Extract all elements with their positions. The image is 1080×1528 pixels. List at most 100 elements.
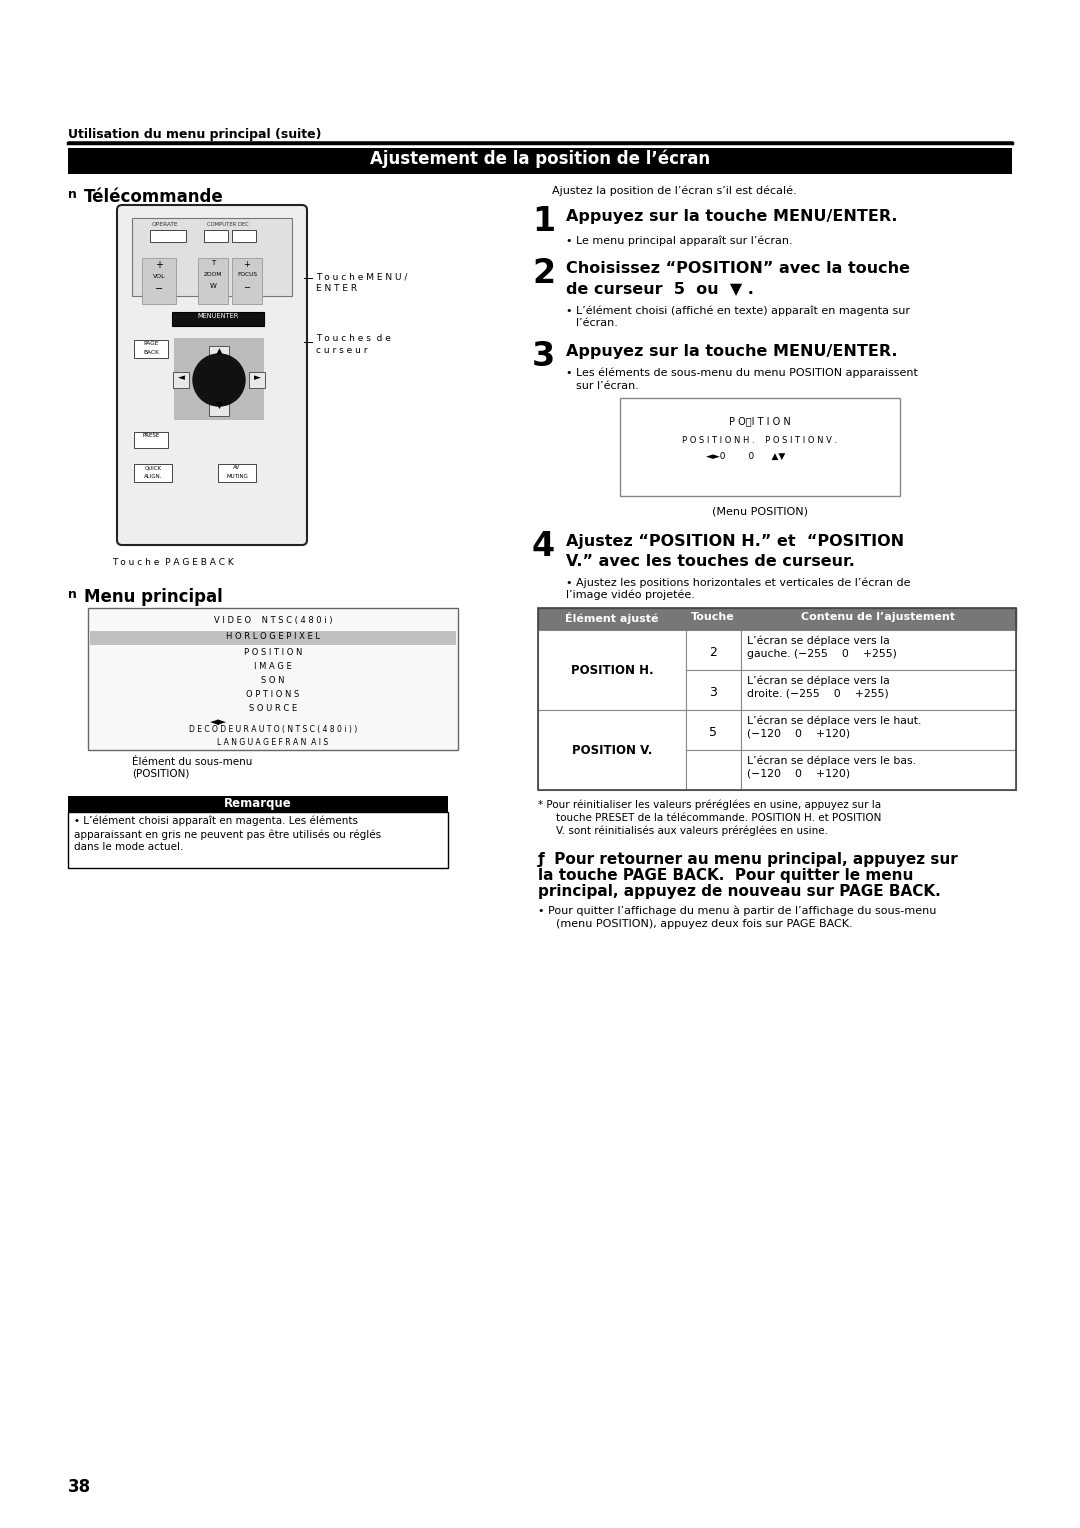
Text: * Pour réinitialiser les valeurs préréglées en usine, appuyez sur la: * Pour réinitialiser les valeurs prérégl…	[538, 801, 881, 810]
Bar	[210, 345, 229, 362]
Text: 2: 2	[710, 646, 717, 659]
Text: 38: 38	[68, 1478, 91, 1496]
Text: • Les éléments de sous-menu du menu POSITION apparaissent: • Les éléments de sous-menu du menu POSI…	[566, 368, 918, 379]
Text: Élément ajusté: Élément ajusté	[565, 613, 659, 623]
Text: ALIGN.: ALIGN.	[144, 474, 162, 478]
Text: n: n	[68, 588, 77, 601]
Text: ◄►: ◄►	[210, 717, 227, 727]
Text: V I D E O    N T S C ( 4 8 0 i ): V I D E O N T S C ( 4 8 0 i )	[214, 616, 333, 625]
Text: Télécommande: Télécommande	[84, 188, 224, 206]
Text: BACK: BACK	[143, 350, 159, 354]
Text: ▲: ▲	[216, 347, 222, 356]
Text: W: W	[210, 283, 216, 289]
Circle shape	[193, 354, 245, 406]
Text: Choisissez “POSITION” avec la touche: Choisissez “POSITION” avec la touche	[566, 261, 910, 277]
Text: Élément du sous-menu: Élément du sous-menu	[132, 756, 253, 767]
Text: gauche. (−255    0    +255): gauche. (−255 0 +255)	[747, 649, 896, 659]
Bar	[198, 258, 228, 304]
Text: (POSITION): (POSITION)	[132, 769, 189, 779]
Text: • Le menu principal apparaît sur l’écran.: • Le menu principal apparaît sur l’écran…	[566, 235, 793, 246]
Text: Ajustez “POSITION H.” et  “POSITION: Ajustez “POSITION H.” et “POSITION	[566, 533, 904, 549]
Text: la touche PAGE BACK.  Pour quitter le menu: la touche PAGE BACK. Pour quitter le men…	[538, 868, 914, 883]
Text: 5: 5	[708, 726, 717, 740]
Bar	[741, 669, 1016, 711]
Bar	[90, 631, 456, 645]
Text: ◄►0        0      ▲▼: ◄►0 0 ▲▼	[706, 452, 785, 461]
Text: 3: 3	[532, 341, 555, 373]
Bar	[141, 258, 176, 304]
Text: P O S I T I O N: P O S I T I O N	[244, 648, 302, 657]
Bar	[134, 341, 168, 358]
Bar	[741, 630, 1016, 669]
Text: 2: 2	[532, 257, 555, 290]
Text: sur l’écran.: sur l’écran.	[576, 380, 639, 391]
Bar	[173, 371, 189, 388]
Text: T o u c h e M E N U /: T o u c h e M E N U /	[316, 272, 407, 281]
Bar	[538, 608, 1016, 630]
Bar	[134, 432, 168, 448]
Text: Ajustement de la position de l’écran: Ajustement de la position de l’écran	[370, 150, 710, 168]
Text: c u r s e u r: c u r s e u r	[316, 345, 367, 354]
Text: MENUENTER: MENUENTER	[198, 313, 239, 319]
Text: AV: AV	[233, 465, 241, 471]
Text: L A N G U A G E F R A N  A I S: L A N G U A G E F R A N A I S	[217, 738, 328, 747]
Text: V. sont réinitialisés aux valeurs préréglées en usine.: V. sont réinitialisés aux valeurs prérég…	[556, 827, 828, 836]
Text: (−120    0    +120): (−120 0 +120)	[747, 729, 850, 740]
Text: Ajustez la position de l’écran s’il est décalé.: Ajustez la position de l’écran s’il est …	[552, 185, 797, 196]
Text: COMPUTER DEC: COMPUTER DEC	[207, 222, 248, 228]
Bar	[686, 711, 741, 750]
Bar	[538, 711, 686, 790]
Text: −: −	[243, 283, 251, 292]
Text: POSITION V.: POSITION V.	[571, 744, 652, 756]
Text: de curseur  5  ou  ▼ .: de curseur 5 ou ▼ .	[566, 281, 754, 296]
Text: Menu principal: Menu principal	[84, 588, 222, 607]
Bar	[218, 465, 256, 481]
Text: touche PRESET de la télécommande. POSITION H. et POSITION: touche PRESET de la télécommande. POSITI…	[556, 813, 881, 824]
Text: ƒ  Pour retourner au menu principal, appuyez sur: ƒ Pour retourner au menu principal, appu…	[538, 853, 959, 866]
Text: −: −	[154, 284, 163, 293]
Bar	[538, 608, 1016, 790]
Text: QUICK: QUICK	[145, 465, 162, 471]
Bar	[87, 608, 458, 750]
Text: V.” avec les touches de curseur.: V.” avec les touches de curseur.	[566, 555, 855, 568]
Text: T o u c h e s  d e: T o u c h e s d e	[316, 335, 391, 342]
Text: l’image vidéo projetée.: l’image vidéo projetée.	[566, 590, 694, 601]
Text: POSITION H.: POSITION H.	[570, 665, 653, 677]
Text: • L’élément choisi (affiché en texte) apparaît en magenta sur: • L’élément choisi (affiché en texte) ap…	[566, 306, 910, 315]
Text: Touche: Touche	[691, 613, 734, 622]
Bar	[249, 371, 265, 388]
Text: P OⓈI T I O N: P OⓈI T I O N	[729, 416, 791, 426]
Text: • Ajustez les positions horizontales et verticales de l’écran de: • Ajustez les positions horizontales et …	[566, 578, 910, 587]
Text: VOL: VOL	[152, 274, 165, 280]
Bar	[741, 711, 1016, 750]
Bar	[68, 811, 448, 868]
Text: PRESE: PRESE	[143, 432, 160, 439]
Bar	[741, 750, 1016, 790]
Text: ZOOM: ZOOM	[204, 272, 222, 277]
Bar	[68, 796, 448, 811]
Text: principal, appuyez de nouveau sur PAGE BACK.: principal, appuyez de nouveau sur PAGE B…	[538, 885, 941, 898]
Bar	[232, 258, 262, 304]
Bar	[686, 669, 741, 711]
Text: H O R L O G E P I X E L: H O R L O G E P I X E L	[226, 633, 320, 642]
Text: OPERATE: OPERATE	[152, 222, 178, 228]
Text: L’écran se déplace vers la: L’écran se déplace vers la	[747, 675, 890, 686]
Text: ▼: ▼	[216, 400, 222, 410]
Text: +: +	[156, 260, 163, 270]
Text: (−120    0    +120): (−120 0 +120)	[747, 769, 850, 779]
Bar	[132, 219, 292, 296]
Text: l’écran.: l’écran.	[576, 318, 618, 329]
Text: L’écran se déplace vers le haut.: L’écran se déplace vers le haut.	[747, 717, 921, 726]
Text: S O U R C E: S O U R C E	[248, 704, 297, 714]
Text: • L’élément choisi apparaît en magenta. Les éléments: • L’élément choisi apparaît en magenta. …	[75, 816, 357, 827]
Text: ►: ►	[254, 373, 260, 382]
Bar	[150, 231, 186, 241]
Bar	[68, 148, 1012, 174]
Text: 3: 3	[710, 686, 717, 698]
Text: PAGE: PAGE	[144, 341, 159, 345]
Text: +: +	[244, 260, 251, 269]
Bar	[204, 231, 228, 241]
Text: 1: 1	[532, 205, 555, 238]
Text: D E C O D E U R A U T O ( N T S C ( 4 8 0 i ) ): D E C O D E U R A U T O ( N T S C ( 4 8 …	[189, 724, 357, 733]
Text: (menu POSITION), appuyez deux fois sur PAGE BACK.: (menu POSITION), appuyez deux fois sur P…	[556, 918, 852, 929]
